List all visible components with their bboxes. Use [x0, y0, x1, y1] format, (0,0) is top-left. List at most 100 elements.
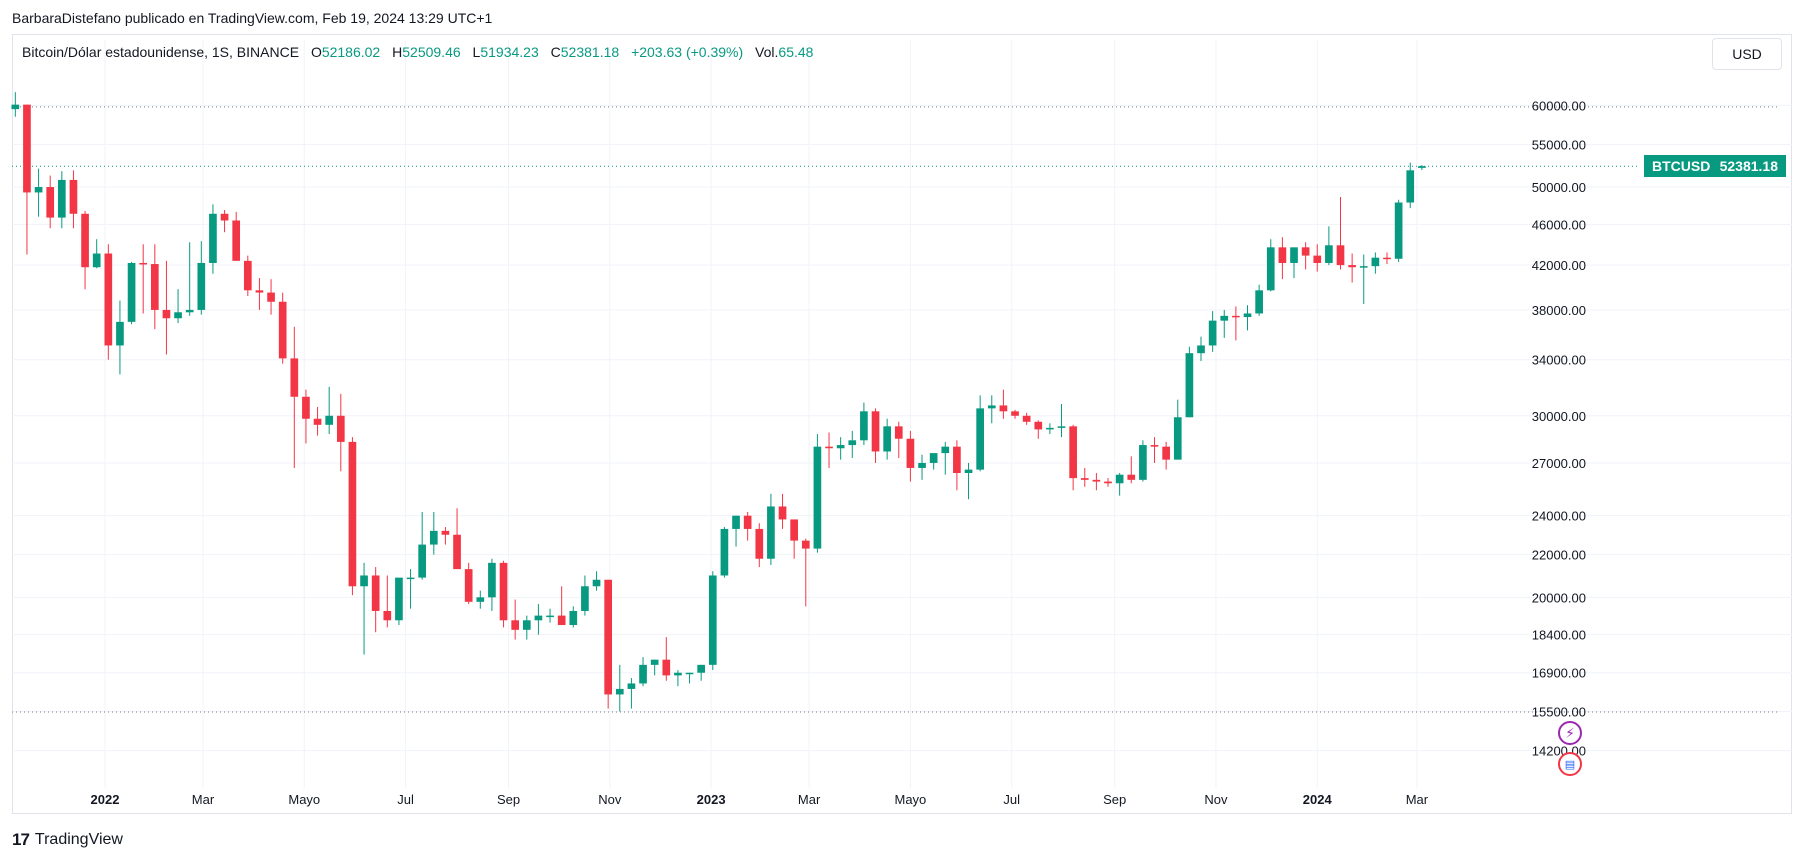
chart-frame	[12, 34, 1792, 814]
candle-body	[639, 664, 647, 684]
candle-body	[1255, 290, 1263, 314]
candle	[848, 430, 857, 458]
tradingview-logo[interactable]: 17 TradingView	[12, 830, 123, 850]
candle-body	[1243, 313, 1252, 318]
tradingview-logo-icon: 17	[12, 830, 30, 849]
candle	[790, 519, 798, 559]
candle	[232, 211, 241, 261]
candle-body	[336, 415, 345, 442]
candle	[1127, 456, 1136, 484]
candle-body	[1278, 247, 1287, 263]
candle	[139, 244, 148, 314]
candle-body	[255, 290, 264, 293]
candle-body	[871, 411, 880, 452]
candle-body	[1220, 315, 1229, 321]
currency-button[interactable]: USD	[1712, 38, 1782, 70]
symbol-title[interactable]: Bitcoin/Dólar estadounidense, 1S, BINANC…	[22, 44, 300, 60]
candle	[23, 104, 31, 255]
price-tick-label: 38000.00	[1532, 303, 1586, 318]
candle-body	[1162, 446, 1170, 460]
candle-body	[46, 187, 55, 218]
candle	[360, 562, 368, 655]
time-tick-label: Jul	[1003, 792, 1020, 807]
candle	[464, 562, 473, 605]
time-tick-label: Jul	[397, 792, 414, 807]
candle	[1255, 284, 1263, 316]
candle	[522, 615, 531, 640]
candle-body	[1348, 265, 1356, 268]
candle	[708, 571, 717, 671]
candle	[209, 204, 217, 274]
candle	[999, 389, 1008, 419]
candle	[441, 527, 450, 545]
us-flag-icon[interactable]: ▤	[1558, 752, 1582, 776]
candle-body	[790, 519, 798, 541]
candle	[906, 430, 915, 482]
open-value: 52186.02	[321, 44, 381, 60]
candle	[697, 664, 705, 681]
candle-body	[778, 506, 787, 520]
price-tick-label: 18400.00	[1532, 628, 1586, 643]
candle-body	[592, 579, 601, 587]
candle	[894, 421, 903, 458]
candle-body	[860, 411, 868, 441]
candle-body	[174, 312, 182, 319]
flash-icon[interactable]: ⚡	[1558, 721, 1582, 745]
candle-body	[104, 253, 113, 346]
time-tick-label: Mar	[192, 792, 215, 807]
candle-body	[801, 540, 810, 549]
candle	[92, 239, 101, 269]
candle	[46, 175, 55, 229]
candle	[290, 326, 299, 468]
time-tick-label: Nov	[598, 792, 622, 807]
candle	[1243, 305, 1252, 331]
candle	[1185, 346, 1194, 418]
candle-body	[1266, 247, 1275, 291]
open-label: O	[310, 44, 322, 60]
candle	[581, 575, 589, 616]
candle	[1336, 196, 1345, 270]
candle	[639, 657, 647, 687]
time-tick-label: Sep	[497, 792, 520, 807]
candle-body	[34, 187, 43, 193]
time-tick-label: Sep	[1103, 792, 1126, 807]
price-tick-label: 24000.00	[1532, 509, 1586, 524]
candle	[801, 538, 810, 607]
candle	[81, 210, 89, 290]
candle	[813, 434, 822, 553]
change-value: +203.63 (+0.39%)	[631, 44, 744, 60]
reference-lines	[12, 106, 1780, 713]
candle-body	[511, 620, 520, 630]
candle-body	[139, 262, 148, 265]
candle-body	[627, 683, 636, 689]
candle	[592, 571, 601, 591]
candle-body	[662, 659, 671, 676]
candle	[1208, 311, 1217, 352]
price-tick-label: 42000.00	[1532, 258, 1586, 273]
candle	[1057, 403, 1066, 438]
candle-body	[1173, 417, 1182, 460]
candle-body	[116, 321, 124, 346]
candle-body	[1336, 245, 1345, 266]
candle-body	[546, 615, 554, 618]
price-tick-label: 46000.00	[1532, 217, 1586, 232]
candle	[1197, 336, 1205, 362]
candle-body	[522, 620, 531, 630]
candle	[429, 511, 438, 555]
candle-body	[162, 309, 171, 319]
candle	[778, 493, 787, 529]
candle-body	[1197, 345, 1205, 354]
candle-body	[604, 579, 613, 695]
candle	[499, 560, 508, 628]
candle	[685, 672, 694, 684]
candle	[278, 292, 287, 364]
candle-body	[743, 515, 752, 529]
candle-body	[267, 292, 275, 302]
candle	[546, 608, 554, 623]
candle-body	[395, 577, 403, 621]
candle-body	[243, 260, 252, 291]
candle-body	[685, 672, 694, 675]
candle-body	[488, 562, 496, 598]
candle	[627, 678, 636, 709]
